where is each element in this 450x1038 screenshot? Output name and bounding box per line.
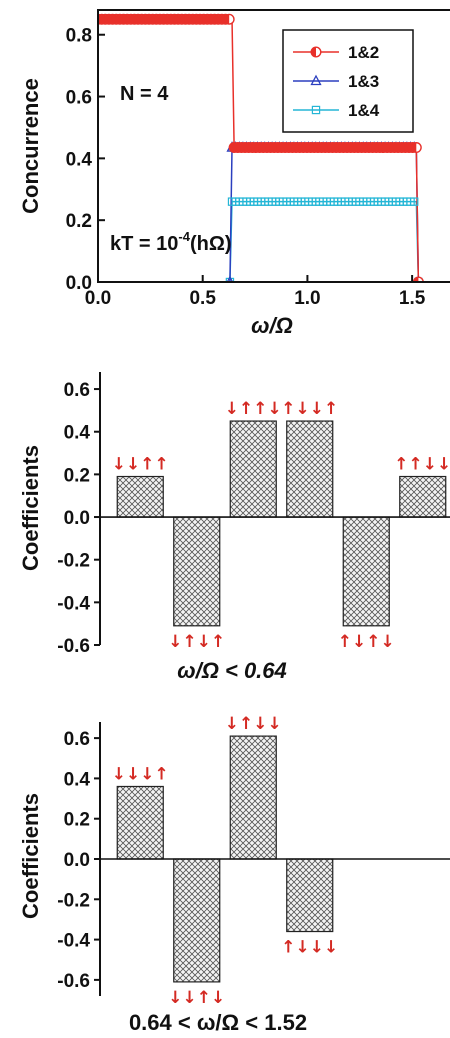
y-tick-label: 0.4 [64,423,91,444]
x-tick-label: 1.0 [294,288,320,309]
bar [116,475,164,518]
y-tick-label: -0.6 [57,636,90,657]
legend: 1&2 1&3 1&4 [282,29,414,133]
bar-state-label: ↓↓↑↓ [168,988,225,1008]
y-tick-label: 0.4 [66,149,93,170]
y-tick-label: 0.0 [64,850,90,871]
bar-state-label: ↓↓↑↑ [112,455,169,475]
coefficients-mid-ylabel: Coefficients [18,793,43,919]
x-tick-label: 0.0 [85,288,111,309]
legend-label: 1&2 [348,43,379,62]
bar-state-label: ↓↑↑↓ [225,399,282,419]
bar [173,516,221,627]
coefficients-low-ylabel: Coefficients [18,445,43,571]
point-1-4 [410,197,419,206]
y-tick-label: -0.6 [57,971,90,992]
y-tick-label: 0.2 [64,465,90,486]
point-1-2-fill [224,14,230,25]
x-tick-label: 0.5 [189,288,216,309]
series-markers [226,141,422,282]
concurrence-plot-frame [97,9,450,283]
legend-label: 1&4 [348,101,380,120]
bar-state-label: ↑↓↓↓ [281,938,338,958]
y-tick-label: -0.4 [57,931,90,952]
y-tick-label: 0.2 [64,810,90,831]
y-tick-label: 0.0 [66,273,92,294]
coefficients-low-xlabel: ω/Ω < 0.64 [177,658,287,683]
y-tick-label: 0.4 [64,769,91,790]
y-tick-label: 0.2 [66,211,92,232]
bar [116,785,164,860]
coefficients-chart-low: ↓↓↑↑ ↓↑↓↑ ↓↑↑↓ ↑↓↓↑ ↑↓↑↓ ↑↑↓↓ 0.6 0.4 0.2 0.0 -0.… [18,372,450,683]
bar-state-label: ↓↑↓↓ [225,714,282,734]
coefficients-mid-xlabel: 0.64 < ω/Ω < 1.52 [129,1010,307,1035]
series-line-1 [98,146,420,282]
bar-state-label: ↓↑↓↑ [168,632,225,652]
bar-state-label: ↑↓↓↑ [281,399,338,419]
y-tick-label: 0.6 [64,729,90,750]
y-tick-label: 0.6 [66,88,92,109]
bar [286,420,334,518]
annotation-kt: kT = 10-4(hΩ) [110,229,232,255]
point-1-2-fill [311,47,316,57]
point-1-2-fill [413,277,419,282]
bar [286,858,334,933]
y-tick-label: 0.6 [64,380,90,401]
y-tick-label: -0.4 [57,593,90,614]
annotation-kt-base: kT = 10 [110,233,178,255]
bar-state-label: ↑↑↓↓ [394,455,450,475]
series-markers [225,197,423,282]
annotation-n: N = 4 [120,83,169,105]
bar [173,858,221,983]
concurrence-chart: 0.0 0.5 1.0 1.50.00.20.40.60.8 Concurrence … [18,9,450,338]
concurrence-xlabel: ω/Ω [251,313,293,338]
bar [399,475,447,518]
annotation-kt-exp: -4 [178,229,190,244]
bar-state-label: ↑↓↑↓ [338,632,395,652]
y-tick-label: -0.2 [57,890,90,911]
y-tick-label: 0.8 [66,26,92,47]
x-tick-label: 1.5 [399,288,426,309]
annotation-kt-unit: (hΩ) [190,233,232,255]
bar [342,516,390,627]
legend-label: 1&3 [348,72,379,91]
coefficients-chart-mid: ↓↓↓↑ ↓↓↑↓ ↓↑↓↓ ↑↓↓↓ 0.6 0.4 0.2 0.0 -0.2 -0.4 -0.… [18,714,450,1035]
bar-state-label: ↓↓↓↑ [112,764,169,784]
y-tick-label: -0.2 [57,551,90,572]
bar [229,420,277,518]
concurrence-ylabel: Concurrence [18,78,43,214]
series-markers [98,13,424,282]
y-tick-label: 0.0 [64,508,90,529]
point-1-3 [310,74,322,86]
point-1-2-fill [411,142,417,153]
point-1-4 [311,105,321,115]
bar [229,735,277,860]
